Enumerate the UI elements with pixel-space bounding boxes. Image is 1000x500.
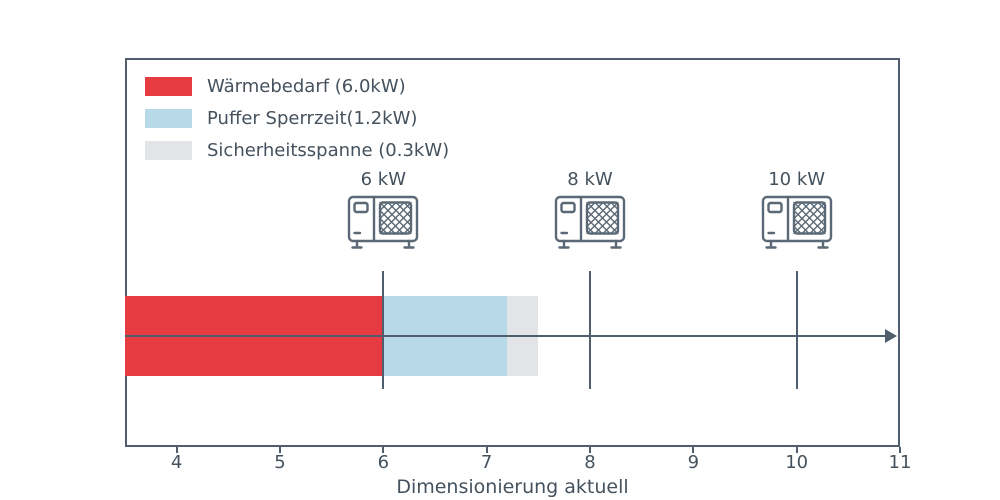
legend-label-sicherheitsspanne: Sicherheitsspanne (0.3kW) [207, 140, 450, 161]
x-tick-label: 10 [785, 452, 809, 473]
pump-label: 10 kW [768, 169, 826, 190]
legend: Wärmebedarf (6.0kW) Puffer Sperrzeit(1.2… [145, 76, 449, 172]
legend-swatch-puffer-sperrzeit [145, 109, 192, 128]
pump-label: 8 kW [567, 169, 613, 190]
pump-option-line [795, 271, 798, 389]
x-tick-label: 7 [480, 452, 493, 473]
legend-row-sicherheitsspanne: Sicherheitsspanne (0.3kW) [145, 140, 449, 161]
x-tick-label: 8 [584, 452, 596, 473]
legend-label-waermebedarf: Wärmebedarf (6.0kW) [207, 76, 406, 97]
x-axis-arrow-head [885, 329, 897, 343]
x-tick-label: 6 [377, 452, 390, 473]
legend-label-puffer-sperrzeit: Puffer Sperrzeit(1.2kW) [207, 108, 418, 129]
pump-option-line [382, 271, 385, 389]
legend-row-waermebedarf: Wärmebedarf (6.0kW) [145, 76, 449, 97]
heat-pump-icon [554, 195, 626, 249]
x-tick-mark [382, 447, 385, 453]
plot-border [125, 58, 900, 447]
x-tick-mark [175, 447, 178, 453]
legend-row-puffer-sperrzeit: Puffer Sperrzeit(1.2kW) [145, 108, 449, 129]
legend-swatch-waermebedarf [145, 77, 192, 96]
x-axis-label: Dimensionierung aktuell [396, 476, 629, 498]
x-tick-mark [485, 447, 488, 453]
x-tick-mark [279, 447, 281, 453]
pump-label: 6 kW [360, 169, 407, 190]
x-tick-mark [589, 447, 591, 453]
x-tick-label: 9 [687, 452, 700, 473]
x-tick-mark [795, 447, 798, 453]
legend-swatch-sicherheitsspanne [145, 141, 192, 160]
x-tick-mark [899, 447, 901, 453]
heat-pump-icon [348, 195, 419, 249]
x-axis-arrow-line [125, 335, 888, 337]
heat-pump-icon [761, 195, 832, 249]
x-tick-label: 4 [170, 452, 183, 473]
x-tick-label: 5 [274, 452, 286, 473]
x-tick-mark [692, 447, 695, 453]
x-tick-label: 11 [888, 452, 912, 473]
pump-option-line [589, 271, 591, 389]
